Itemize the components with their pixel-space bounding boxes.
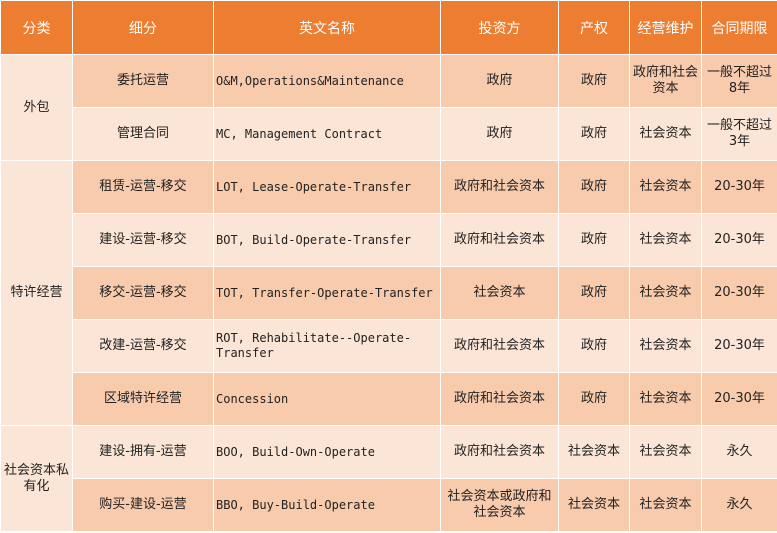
subcategory-cell: 区域特许经营: [72, 372, 214, 426]
header-english-name: 英文名称: [213, 0, 441, 55]
ownership-cell: 政府: [558, 266, 630, 320]
category-cell: 外包: [0, 54, 73, 161]
investor-cell: 社会资本或政府和社会资本: [440, 478, 559, 532]
subcategory-cell: 移交-运营-移交: [72, 266, 214, 320]
investor-cell: 政府和社会资本: [440, 372, 559, 426]
english-name-cell: ROT, Rehabilitate--Operate-Transfer: [213, 319, 441, 373]
ownership-cell: 政府: [558, 372, 630, 426]
maintenance-cell: 社会资本: [629, 425, 702, 479]
category-cell: 社会资本私有化: [0, 425, 73, 532]
english-name-cell: O&M,Operations&Maintenance: [213, 54, 441, 108]
maintenance-cell: 社会资本: [629, 160, 702, 214]
investor-cell: 社会资本: [440, 266, 559, 320]
ownership-cell: 社会资本: [558, 478, 630, 532]
header-maintenance: 经营维护: [629, 0, 702, 55]
subcategory-cell: 购买-建设-运营: [72, 478, 214, 532]
header-investor: 投资方: [440, 0, 559, 55]
english-name-cell: BOO, Build-Own-Operate: [213, 425, 441, 479]
maintenance-cell: 社会资本: [629, 107, 702, 161]
maintenance-cell: 社会资本: [629, 478, 702, 532]
header-contract-term: 合同期限: [701, 0, 777, 55]
table-row: 改建-运营-移交 ROT, Rehabilitate--Operate-Tran…: [1, 319, 777, 373]
header-ownership: 产权: [558, 0, 630, 55]
table-row: 移交-运营-移交 TOT, Transfer-Operate-Transfer …: [1, 266, 777, 320]
term-cell: 20-30年: [701, 266, 777, 320]
ownership-cell: 政府: [558, 160, 630, 214]
subcategory-cell: 建设-拥有-运营: [72, 425, 214, 479]
ownership-cell: 政府: [558, 54, 630, 108]
table-row: 管理合同 MC, Management Contract 政府 政府 社会资本 …: [1, 107, 777, 161]
term-cell: 一般不超过8年: [701, 54, 777, 108]
maintenance-cell: 社会资本: [629, 266, 702, 320]
ownership-cell: 政府: [558, 213, 630, 267]
term-cell: 20-30年: [701, 319, 777, 373]
ownership-cell: 政府: [558, 107, 630, 161]
english-name-cell: TOT, Transfer-Operate-Transfer: [213, 266, 441, 320]
table-row: 区域特许经营 Concession 政府和社会资本 政府 社会资本 20-30年: [1, 372, 777, 426]
category-cell: 特许经营: [0, 160, 73, 426]
table-row: 建设-运营-移交 BOT, Build-Operate-Transfer 政府和…: [1, 213, 777, 267]
subcategory-cell: 改建-运营-移交: [72, 319, 214, 373]
maintenance-cell: 社会资本: [629, 213, 702, 267]
term-cell: 永久: [701, 425, 777, 479]
header-row: 分类 细分 英文名称 投资方 产权 经营维护 合同期限: [0, 0, 777, 55]
english-name-cell: MC, Management Contract: [213, 107, 441, 161]
investor-cell: 政府和社会资本: [440, 160, 559, 214]
subcategory-cell: 租赁-运营-移交: [72, 160, 214, 214]
ownership-cell: 社会资本: [558, 425, 630, 479]
english-name-cell: BOT, Build-Operate-Transfer: [213, 213, 441, 267]
investor-cell: 政府和社会资本: [440, 213, 559, 267]
ownership-cell: 政府: [558, 319, 630, 373]
table-row: 购买-建设-运营 BBO, Buy-Build-Operate 社会资本或政府和…: [1, 478, 777, 532]
maintenance-cell: 社会资本: [629, 319, 702, 373]
table-row: 特许经营 租赁-运营-移交 LOT, Lease-Operate-Transfe…: [0, 160, 777, 426]
term-cell: 20-30年: [701, 160, 777, 214]
subcategory-cell: 建设-运营-移交: [72, 213, 214, 267]
table-row: 外包 委托运营 O&M,Operations&Maintenance 政府 政府…: [0, 54, 777, 161]
term-cell: 20-30年: [701, 213, 777, 267]
investor-cell: 政府和社会资本: [440, 425, 559, 479]
english-name-cell: Concession: [213, 372, 441, 426]
investor-cell: 政府: [440, 107, 559, 161]
maintenance-cell: 社会资本: [629, 372, 702, 426]
english-name-cell: LOT, Lease-Operate-Transfer: [213, 160, 441, 214]
investor-cell: 政府: [440, 54, 559, 108]
investor-cell: 政府和社会资本: [440, 319, 559, 373]
english-name-cell: BBO, Buy-Build-Operate: [213, 478, 441, 532]
header-category: 分类: [0, 0, 73, 55]
term-cell: 永久: [701, 478, 777, 532]
subcategory-cell: 委托运营: [72, 54, 214, 108]
subcategory-cell: 管理合同: [72, 107, 214, 161]
term-cell: 20-30年: [701, 372, 777, 426]
maintenance-cell: 政府和社会资本: [629, 54, 702, 108]
header-subcategory: 细分: [72, 0, 214, 55]
table-row: 社会资本私有化 建设-拥有-运营 BOO, Build-Own-Operate …: [0, 425, 777, 532]
term-cell: 一般不超过3年: [701, 107, 777, 161]
